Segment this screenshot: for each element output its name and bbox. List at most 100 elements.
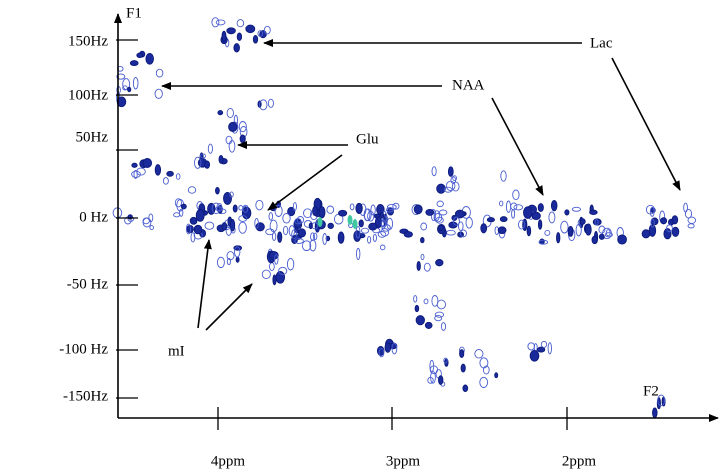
contour-blob <box>297 228 307 238</box>
contour-blob <box>431 295 439 307</box>
contour-blob <box>127 86 132 93</box>
contour-blob <box>337 231 345 244</box>
contour-blob <box>497 226 507 235</box>
contour-blob <box>531 211 541 221</box>
contour-blob <box>142 158 153 168</box>
contour-blob <box>384 342 392 353</box>
contour-blob <box>269 262 275 271</box>
annotation-arrow <box>205 283 253 331</box>
contour-blob <box>236 19 245 28</box>
contour-blob <box>226 257 231 266</box>
contour-blob <box>303 208 313 219</box>
contour-blob <box>287 206 296 217</box>
contour-blob <box>443 186 453 193</box>
contour-blob <box>420 237 425 244</box>
contour-blob <box>447 166 454 177</box>
contour-blob <box>683 202 688 213</box>
contour-blob <box>200 153 206 159</box>
contour-blob <box>229 219 236 232</box>
contour-blob <box>363 208 371 222</box>
annotation-label: mI <box>168 343 185 359</box>
x-tick-label: 4ppm <box>211 453 246 469</box>
contour-blob <box>684 208 693 219</box>
contour-blob <box>131 162 138 168</box>
contour-blob <box>435 259 444 267</box>
contour-blob <box>195 209 205 222</box>
y-tick-label: 50Hz <box>76 129 109 145</box>
contour-blob <box>500 170 507 182</box>
contour-blob <box>326 205 335 214</box>
contour-blob <box>245 24 256 34</box>
contour-blob <box>358 219 364 228</box>
contour-blob <box>234 246 241 258</box>
contour-blob <box>148 213 154 223</box>
contour-blob <box>242 205 249 213</box>
contour-blob <box>180 203 187 210</box>
contour-blob <box>604 232 613 238</box>
contour-blob <box>652 407 658 419</box>
contour-blob <box>505 200 512 213</box>
contour-blob <box>526 225 532 237</box>
contour-blob <box>223 191 232 205</box>
contour-blob <box>571 206 581 212</box>
contour-blob <box>436 200 444 208</box>
contour-blob <box>309 239 317 252</box>
contour-blob <box>322 233 328 245</box>
contour-blob <box>282 213 291 224</box>
contour-blob <box>436 299 447 310</box>
contour-blob <box>296 216 305 224</box>
contour-blob <box>537 203 544 213</box>
contour-blob <box>338 209 348 217</box>
contour-blob <box>423 262 431 272</box>
annotation-arrow <box>491 97 544 196</box>
contour-blob <box>379 244 386 251</box>
contour-blob <box>271 232 277 241</box>
contour-blob <box>274 205 283 217</box>
contour-blob <box>420 222 428 231</box>
contour-blob <box>221 222 228 231</box>
contour-blob <box>355 226 361 239</box>
contour-peak <box>352 219 358 229</box>
contour-blob <box>494 372 499 379</box>
contour-blob <box>173 212 181 218</box>
contour-blob <box>511 209 516 219</box>
contour-blob <box>238 121 247 133</box>
x-tick-label: 2ppm <box>562 453 597 469</box>
contour-blob <box>211 17 220 28</box>
contour-blob <box>179 208 184 217</box>
contour-blob <box>174 198 182 208</box>
contour-blob <box>133 169 138 179</box>
contour-blob <box>254 217 259 229</box>
annotation-label: Lac <box>590 35 613 51</box>
contour-blob <box>360 227 370 234</box>
annotation-arrow <box>197 239 212 329</box>
contour-blob <box>267 98 274 108</box>
contour-blob <box>116 73 126 80</box>
contour-blob <box>540 340 548 348</box>
contour-blob <box>648 224 657 237</box>
contour-blob <box>312 232 318 241</box>
contour-blob <box>155 68 164 78</box>
contour-blob <box>513 204 524 211</box>
y-tick-label: -100 Hz <box>59 341 108 357</box>
contour-peak <box>317 217 323 227</box>
contour-blob <box>486 217 495 223</box>
contour-blob <box>286 257 295 271</box>
contour-blob <box>136 52 144 59</box>
contour-peak <box>347 215 353 225</box>
contour-blob <box>215 186 220 195</box>
contour-blob <box>416 261 421 271</box>
contour-blob <box>438 209 448 216</box>
contour-blob <box>355 202 363 214</box>
contour-blob <box>479 357 489 369</box>
contour-blob <box>454 209 465 219</box>
contour-blob <box>536 346 546 353</box>
contour-blob <box>291 229 298 240</box>
contour-blob <box>131 170 141 178</box>
contour-blob <box>268 212 274 221</box>
contour-blob <box>452 175 457 181</box>
contour-blob <box>425 208 435 216</box>
contour-blob <box>379 211 385 219</box>
annotation-arrow <box>611 57 681 191</box>
contour-blob <box>446 229 456 236</box>
